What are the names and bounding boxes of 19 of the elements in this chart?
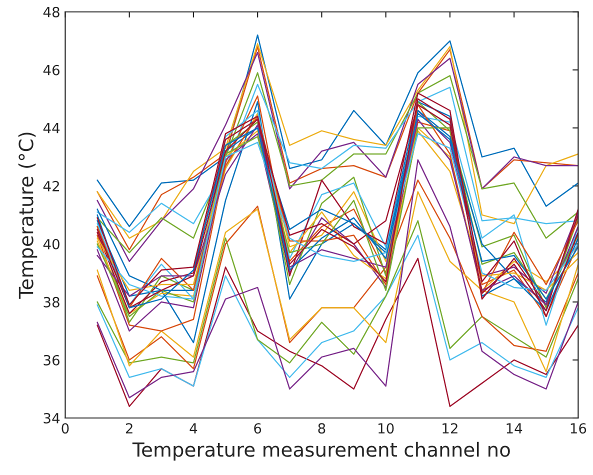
y-tick-label: 42 — [43, 180, 59, 192]
x-tick-label: 14 — [506, 423, 522, 434]
x-tick-label: 8 — [318, 423, 326, 434]
x-tick-label: 2 — [126, 423, 132, 434]
x-tick-label: 12 — [442, 423, 458, 434]
y-tick-label: 38 — [44, 296, 60, 308]
y-tick-label: 40 — [43, 238, 60, 250]
y-tick-label: 34 — [44, 412, 60, 424]
x-tick-label: 16 — [570, 423, 586, 434]
y-tick-label: 48 — [43, 6, 60, 18]
y-axis-title: Temperature (°C) — [18, 132, 38, 299]
x-tick-label: 4 — [190, 423, 198, 434]
y-tick-label: 44 — [43, 123, 60, 134]
y-tick-label: 46 — [43, 64, 60, 76]
x-tick-label: 0 — [62, 423, 69, 434]
x-tick-label: 10 — [378, 423, 394, 434]
y-tick-label: 36 — [44, 354, 60, 366]
x-axis-title: Temperature measurement channel no — [132, 442, 510, 461]
x-tick-label: 6 — [254, 423, 262, 434]
